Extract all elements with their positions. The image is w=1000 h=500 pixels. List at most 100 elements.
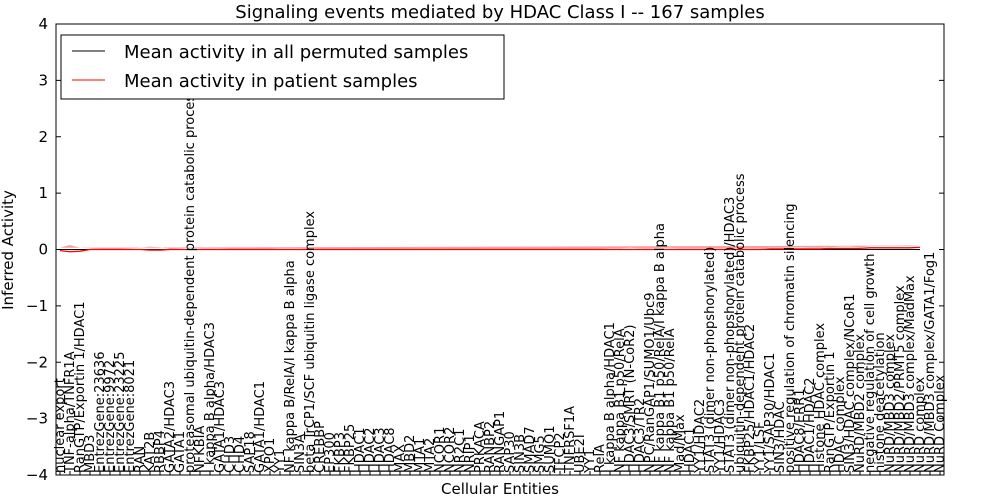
x-tick-label: FKBP25 [343,424,358,473]
x-tick-label: NFKBIA [193,426,208,473]
x-tick-label: SIN3A [293,434,308,473]
x-tick-label: SMG5 [533,435,548,473]
x-tick-label: NCOR1 [433,427,448,473]
x-tick-label: STAT3 (dimer non-phopshorylated) [703,247,718,473]
x-tick-label: GATA1 [173,431,188,473]
x-tick-label: NuRD/MBD3 complex/GATA1/Fog1 [923,252,938,473]
x-tick-label: nuclear export [53,378,68,473]
x-tick-label: HDAC1 [353,427,368,473]
x-tick-label: HDAC complex [833,376,848,473]
legend-entry-patient: Mean activity in patient samples [124,71,418,92]
y-tick-label: 2 [38,128,48,146]
x-tick-label: XPO1 [263,438,278,473]
x-tick-label: RAN [133,446,148,473]
x-tick-label: proteasomal ubiquitin-dependent protein … [183,88,198,473]
x-tick-label: SIN3/HDAC complex/NCoR1 [843,294,858,473]
x-tick-label: NCOR2 [443,427,458,473]
x-tick-label: NF kappa B1 p50/RelA/I kappa B alpha [653,223,668,473]
x-tick-label: I kappa B alpha/HDAC1 [603,322,618,473]
x-tick-label: RBBP4 [153,430,168,473]
y-tick-label: 0 [38,241,48,259]
x-tick-label: PRKACA [473,421,488,473]
x-tick-label: TFCP2 [553,432,568,474]
x-tick-label: RelA [593,444,608,473]
y-tick-label: 1 [38,184,48,202]
x-tick-label: MBD2 [403,435,418,473]
y-tick-label: −3 [26,410,48,428]
x-axis-label: Cellular Entities [441,480,559,498]
x-tick-label: YY1/HDAC3 [713,399,728,474]
y-tick-label: 3 [38,71,48,89]
x-tick-label: SAP18 [243,431,258,473]
x-tick-label: EntrezGene:23636 [93,352,108,473]
x-tick-label: NuRD/MBD2/PRMT5 complex [893,285,908,473]
x-tick-label: EP300 [323,432,338,473]
x-tick-label: HDAC8/ERR1 [793,389,808,474]
legend-entry-permuted: Mean activity in all permuted samples [124,42,468,63]
x-tick-label: Histone HDAC complex [813,323,828,473]
x-tick-label: RanGTP/Exportin 1 [823,351,838,473]
x-tick-label: YY1/SAP30/HDAC1 [763,353,778,474]
x-tick-label: HDAC8 [383,427,398,473]
x-tick-label: NPC/RanGAP1/SUMO1/Ubc9 [643,293,658,473]
x-tick-label: YY1 [273,449,288,474]
x-tick-label: GATA1/HDAC1 [253,381,268,473]
x-tick-label: SMAD7 [523,426,538,473]
x-tick-label: beta TrCP1/SCF ubiquitin ligase complex [303,211,318,473]
x-tick-label: SUMO1 [543,426,558,474]
x-tick-label: HDAC3 [373,427,388,473]
x-tick-label: MTA2 [423,438,438,473]
x-tick-label: NuRD/MBD3 complex [883,334,898,473]
x-tick-label: Mad/Max [673,414,688,473]
x-tick-label: MTA1 [413,438,428,473]
x-tick-label: YY1 [583,449,598,474]
x-tick-label: NuRD/MBD3 complex/MadMax [903,275,918,473]
x-tick-label: histone deacetylation [873,332,888,473]
x-tick-label: NRIP1 [463,434,478,473]
band-layer [60,244,920,249]
x-tick-label: negative regulation of cell growth [863,253,878,473]
x-tick-label: HDAC3/TR2 [633,398,648,473]
x-tick-label: NuRD complex [913,376,928,473]
x-tick-label: HDAC3/SMRT (N-CoR2) [623,325,638,473]
y-tick-label: −4 [26,466,48,484]
x-tick-label: EntrezGene:23225 [113,352,128,473]
x-tick-label: CHD3 [223,436,238,473]
y-tick-label: −2 [26,353,48,371]
line-layer [59,246,921,253]
x-tick-label: HDAC1 [683,427,698,473]
x-tick-label: ubiquitin-dependent protein catabolic pr… [733,173,748,473]
x-tick-label: NuRD Complex [933,375,948,473]
x-tick-label: RANGAP1 [493,411,508,473]
x-tick-label: GATA1/HDAC3 [213,381,228,473]
x-tick-label: UBE2I [573,434,588,473]
x-tick-label: GATA2/HDAC3 [163,381,178,473]
y-axis-label: Inferred Activity [0,190,17,310]
x-tick-label: positive regulation of chromatin silenci… [783,203,798,473]
x-tick-label: TNFRSF1A [563,406,578,474]
x-tick-label: NF kappa B1 p50/RelA [663,328,678,473]
x-tick-label: EntrezGene:8021 [123,360,138,473]
x-tick-label: CHD4 [233,436,248,473]
x-tick-label: I kappa B alpha/HDAC3 [203,322,218,473]
legend-box [60,34,505,100]
chart-title: Signaling events mediated by HDAC Class … [235,2,764,23]
x-tick-label: HDAC2 [363,427,378,473]
x-tick-label: RANBP2 [483,421,498,473]
x-tick-label: TNF-alpha/TNFR1A [63,351,78,474]
x-tick-label: SIN3B [513,434,528,473]
legend: Mean activity in all permuted samples Me… [60,34,505,100]
y-tick-label: 4 [38,15,48,33]
x-tick-label: CREBBP [313,421,328,473]
x-tick-label: YY1/LSF [753,421,768,474]
x-tick-label: SAP30 [503,431,518,473]
x-tick-label: MBD3 [83,435,98,473]
x-tick-label: EntrezGene:9972 [103,360,118,473]
x-tick-label: FKBP3 [333,432,348,473]
x-tick-label: YY1/HDAC2 [693,399,708,474]
x-tick-label: FKBP25/HDAC1/HDAC2 [743,324,758,473]
x-tick-label: KAT2B [143,432,158,473]
y-tick-label: −1 [26,297,48,315]
